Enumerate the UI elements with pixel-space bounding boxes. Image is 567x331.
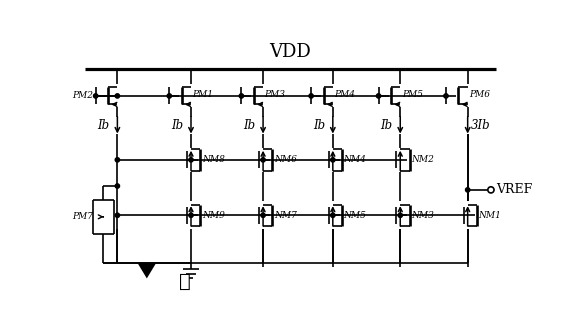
Circle shape	[261, 213, 265, 217]
Circle shape	[239, 94, 244, 98]
Text: NM8: NM8	[202, 155, 225, 164]
Text: VREF: VREF	[496, 183, 532, 196]
Text: Ib: Ib	[97, 119, 109, 132]
Text: NM9: NM9	[202, 211, 225, 220]
Text: PM1: PM1	[193, 90, 214, 99]
Text: Ib: Ib	[243, 119, 255, 132]
Circle shape	[189, 213, 193, 217]
Circle shape	[444, 94, 448, 98]
Text: NM5: NM5	[344, 211, 366, 220]
Circle shape	[331, 213, 335, 217]
Text: NM6: NM6	[274, 155, 297, 164]
Text: 3Ib: 3Ib	[471, 119, 490, 132]
Circle shape	[331, 158, 335, 162]
Circle shape	[376, 94, 380, 98]
Circle shape	[167, 94, 171, 98]
Circle shape	[94, 94, 98, 98]
Text: Ib: Ib	[312, 119, 325, 132]
Circle shape	[115, 184, 120, 188]
Circle shape	[115, 158, 120, 162]
Text: PM4: PM4	[335, 90, 356, 99]
Circle shape	[309, 94, 314, 98]
Circle shape	[261, 158, 265, 162]
Text: NM1: NM1	[479, 211, 501, 220]
Polygon shape	[138, 263, 156, 278]
Circle shape	[115, 94, 120, 98]
Circle shape	[115, 213, 120, 217]
Circle shape	[398, 213, 403, 217]
Text: NM7: NM7	[274, 211, 297, 220]
Text: NM4: NM4	[344, 155, 366, 164]
Text: VDD: VDD	[269, 43, 311, 61]
Circle shape	[466, 188, 470, 192]
Text: PM5: PM5	[402, 90, 423, 99]
Text: PM2: PM2	[73, 91, 94, 100]
Text: PM6: PM6	[469, 90, 490, 99]
Circle shape	[189, 158, 193, 162]
Text: Ib: Ib	[171, 119, 183, 132]
Text: Ib: Ib	[380, 119, 392, 132]
Text: NM2: NM2	[411, 155, 434, 164]
Text: PM7: PM7	[73, 212, 94, 221]
Text: ⏚: ⏚	[179, 273, 191, 291]
Text: NM3: NM3	[411, 211, 434, 220]
Text: PM3: PM3	[265, 90, 286, 99]
